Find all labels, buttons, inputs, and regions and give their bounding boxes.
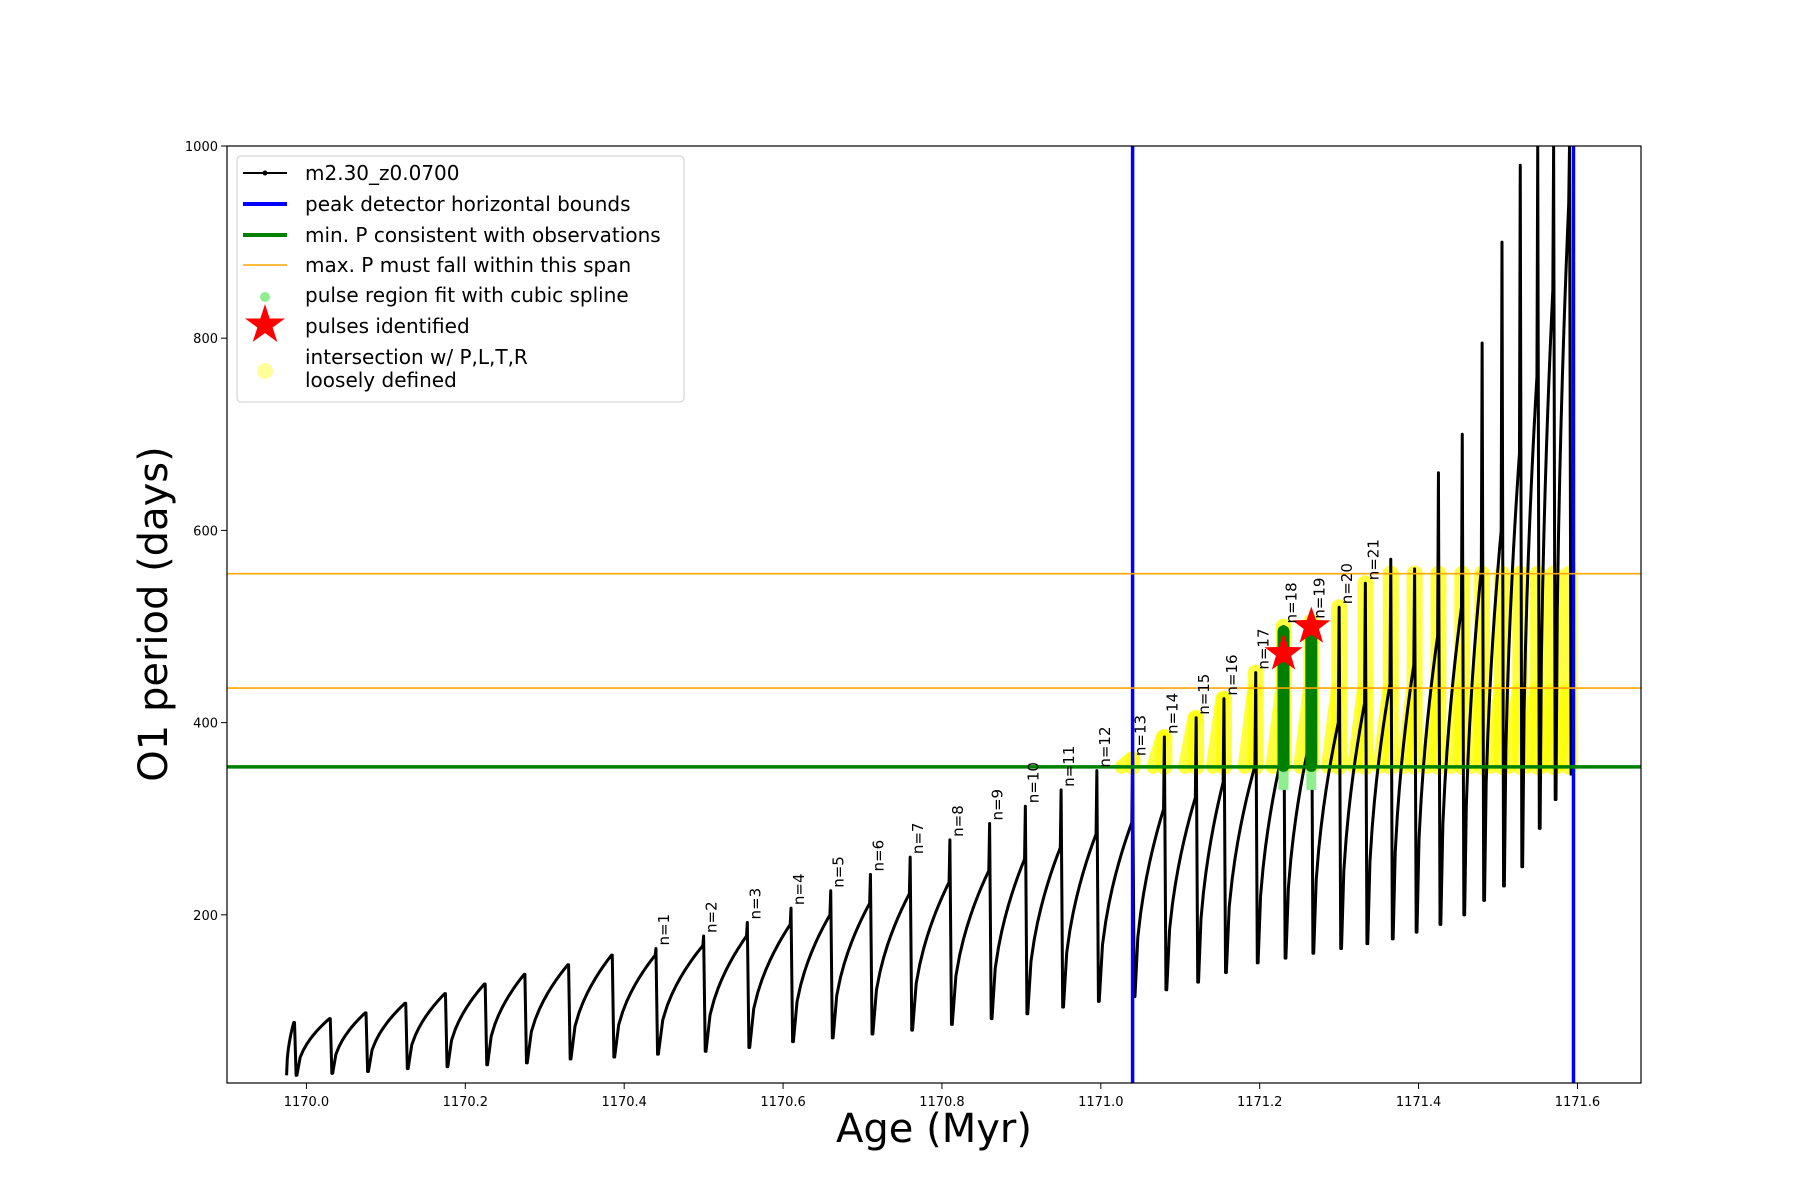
x-tick-label: 1170.6 [760,1095,806,1110]
intersection-marker [1321,682,1345,774]
intersection-marker [1178,710,1202,774]
pulse-label: n=10 [1024,762,1042,803]
legend-handle-marker [262,170,268,176]
x-tick-label: 1170.0 [284,1095,330,1110]
pulse-labels-layer: n=1 n=2 n=3 n=4 n=5 n=6 n=7 n=8 n=9 n=10 n=11 n=12 n… [655,539,1382,945]
pulse-label: n=4 [790,873,808,905]
plot-frame [226,145,1642,1084]
pulse-label: n=8 [949,805,967,837]
intersection-marker [1483,682,1508,774]
pulse-label: n=1 [655,914,673,946]
x-axis-label: Age (Myr) [836,1106,1032,1152]
legend-label: max. P must fall within this span [305,253,631,277]
pulse-label: n=21 [1364,539,1382,580]
series-layer [285,146,1573,1077]
legend-label: loosely defined [305,368,457,392]
y-tick-label: 1000 [185,140,218,155]
intersection-marker [1205,691,1230,774]
pulse-label: n=7 [909,823,927,855]
pulse-label: n=14 [1163,693,1181,734]
pulse-label: n=3 [746,888,764,920]
y-tick-label: 800 [193,332,218,347]
intersection-marker [1502,682,1526,774]
legend-handle-circle [257,363,273,379]
x-tick-label: 1171.4 [1396,1095,1442,1110]
pulse-label: n=19 [1310,578,1328,619]
pulse-label: n=5 [830,856,848,888]
plot-front-layer [227,146,1641,1083]
y-tick-label: 600 [193,524,218,539]
legend-label: peak detector horizontal bounds [305,192,631,216]
intersection-marker [1146,730,1170,774]
legend-label: pulse region fit with cubic spline [305,283,629,307]
intersection-marker [1237,682,1262,774]
pulse-label: n=18 [1283,582,1301,623]
legend-label: m2.30_z0.0700 [305,161,460,185]
intersection-marker [1519,682,1544,774]
legend-handle-dot [260,292,270,302]
pulse-label: n=17 [1255,628,1273,669]
pulse-label: n=15 [1195,674,1213,715]
intersection-marker [1551,682,1575,774]
legend-handle-star [245,304,285,342]
pulse-label: n=16 [1223,654,1241,695]
legend-box [236,155,685,403]
x-tick-label: 1170.2 [443,1095,489,1110]
period-series-line [285,146,1573,1077]
y-axis-label: O1 period (days) [131,446,177,781]
identified-pulse-star [1264,633,1303,670]
pulse-label: n=2 [703,901,721,933]
pulse-label: n=6 [869,840,887,872]
intersection-marker [1420,682,1444,774]
x-tick-label: 1171.6 [1555,1095,1601,1110]
axes-layer: 1170.0 1170.2 1170.4 1170.6 1170.8 1171.0 1171… [185,140,1600,1110]
intersection-marker [1444,682,1468,774]
y-tick-label: 200 [193,909,218,924]
legend-label: min. P consistent with observations [305,223,661,247]
identified-pulse-star [1292,606,1331,643]
x-tick-label: 1171.0 [1078,1095,1124,1110]
legend-label: pulses identified [305,314,470,338]
x-tick-label: 1170.4 [601,1095,647,1110]
intersection-marker [1464,682,1488,774]
y-tick-label: 400 [193,717,218,732]
legend-label: intersection w/ P,L,T,R [305,345,528,369]
pulse-label: n=11 [1060,746,1078,787]
x-tick-label: 1171.2 [1237,1095,1283,1110]
intersection-marker [1535,682,1560,774]
pulse-label: n=13 [1132,715,1150,756]
intersection-marker [1396,682,1421,774]
pulse-label: n=9 [989,789,1007,821]
pulse-label: n=20 [1338,563,1356,604]
x-tick-label: 1170.8 [919,1095,965,1110]
pulse-label: n=12 [1096,726,1114,767]
